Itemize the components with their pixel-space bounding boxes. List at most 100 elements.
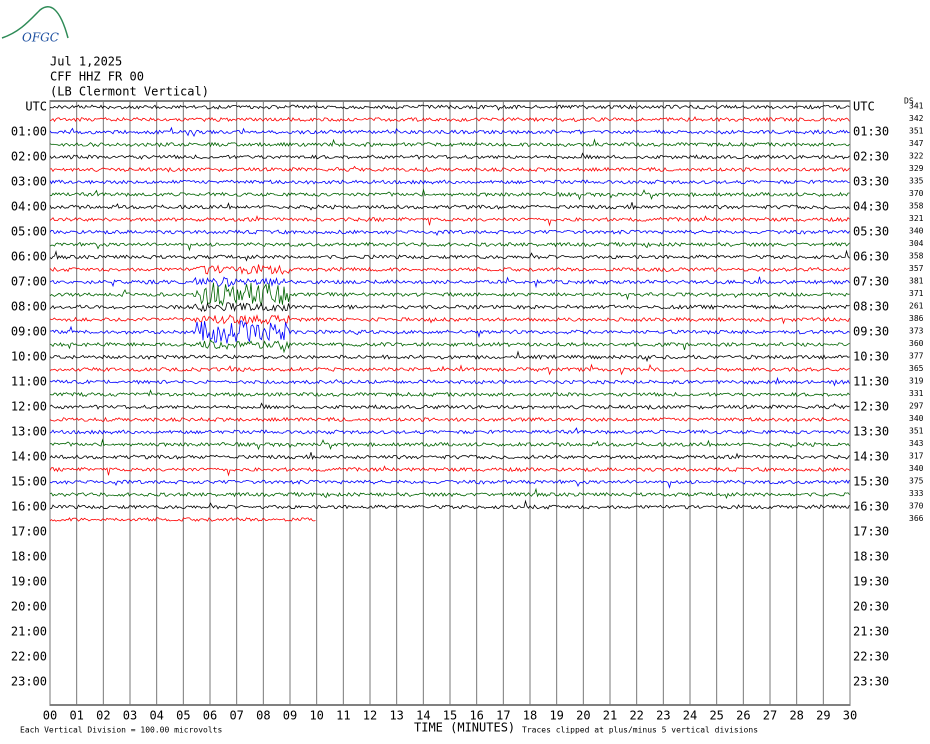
- row-label-right: 19:30: [853, 575, 889, 589]
- trace: [49, 517, 316, 522]
- ds-value: 377: [909, 352, 924, 361]
- row-label-right: 16:30: [853, 500, 889, 514]
- ds-value: 304: [909, 239, 924, 248]
- row-label-right: 08:30: [853, 300, 889, 314]
- row-label-right: 03:30: [853, 175, 889, 189]
- row-label-left: 13:00: [11, 425, 47, 439]
- ds-value: 351: [909, 127, 924, 136]
- row-label-right: 23:30: [853, 675, 889, 689]
- trace: [49, 314, 850, 326]
- row-label-left: 15:00: [11, 475, 47, 489]
- x-tick-label: 29: [816, 709, 830, 723]
- x-tick-label: 09: [283, 709, 297, 723]
- trace: [49, 116, 850, 123]
- ds-value: 319: [909, 377, 924, 386]
- trace: [49, 465, 850, 477]
- clip-note: Traces clipped at plus/minus 5 vertical …: [522, 726, 758, 735]
- row-label-left: 17:00: [11, 525, 47, 539]
- trace: [49, 479, 850, 489]
- date: Jul 1,2025: [50, 55, 122, 69]
- trace: [49, 276, 850, 289]
- trace: [49, 427, 850, 435]
- x-tick-label: 13: [389, 709, 403, 723]
- ds-value: 343: [909, 439, 924, 448]
- trace: [49, 126, 850, 138]
- row-label-right: 18:30: [853, 550, 889, 564]
- row-label-right: 13:30: [853, 425, 889, 439]
- ds-value: 358: [909, 202, 924, 211]
- x-tick-label: 06: [203, 709, 217, 723]
- trace: [49, 438, 850, 451]
- x-tick-label: 15: [443, 709, 457, 723]
- trace: [49, 320, 850, 344]
- row-label-left: 18:00: [11, 550, 47, 564]
- trace: [49, 301, 850, 313]
- logo: OFGC: [22, 31, 59, 45]
- trace: [49, 350, 850, 363]
- ds-value: 341: [909, 102, 924, 111]
- x-tick-label: 08: [256, 709, 270, 723]
- axis-title: TIME (MINUTES): [414, 721, 515, 735]
- x-tick-label: 28: [789, 709, 803, 723]
- x-tick-label: 03: [123, 709, 137, 723]
- row-label-left: 01:00: [11, 125, 47, 139]
- row-label-right: 10:30: [853, 350, 889, 364]
- location: (LB Clermont Vertical): [50, 85, 209, 99]
- ds-value: 340: [909, 227, 924, 236]
- x-tick-label: 21: [603, 709, 617, 723]
- x-tick-label: 10: [309, 709, 323, 723]
- trace: [49, 165, 850, 173]
- row-label-left: 20:00: [11, 600, 47, 614]
- row-label-right: UTC: [853, 100, 875, 114]
- row-label-right: 04:30: [853, 200, 889, 214]
- ds-value: 370: [909, 189, 924, 198]
- trace: [49, 152, 850, 160]
- ds-value: 340: [909, 464, 924, 473]
- row-label-right: 17:30: [853, 525, 889, 539]
- row-label-left: 02:00: [11, 150, 47, 164]
- ds-value: 381: [909, 277, 924, 286]
- trace: [49, 452, 850, 460]
- trace: [49, 264, 850, 275]
- row-label-left: 07:00: [11, 275, 47, 289]
- row-label-right: 15:30: [853, 475, 889, 489]
- trace: [49, 282, 850, 307]
- row-label-left: 16:00: [11, 500, 47, 514]
- row-label-right: 09:30: [853, 325, 889, 339]
- x-tick-label: 24: [683, 709, 697, 723]
- trace: [49, 104, 850, 111]
- division-note: Each Vertical Division = 100.00 microvol…: [20, 726, 222, 735]
- row-label-right: 07:30: [853, 275, 889, 289]
- trace: [49, 188, 850, 201]
- x-tick-label: 07: [229, 709, 243, 723]
- ds-value: 386: [909, 314, 924, 323]
- x-tick-label: 16: [469, 709, 483, 723]
- row-label-right: 20:30: [853, 600, 889, 614]
- ds-value: 360: [909, 339, 924, 348]
- trace: [49, 416, 850, 423]
- row-label-left: 11:00: [11, 375, 47, 389]
- row-label-left: 14:00: [11, 450, 47, 464]
- ds-value: 373: [909, 327, 924, 336]
- ds-value: 331: [909, 389, 924, 398]
- ds-value: 375: [909, 477, 924, 486]
- x-tick-label: 19: [549, 709, 563, 723]
- trace: [49, 179, 850, 185]
- trace: [49, 487, 850, 500]
- x-tick-label: 23: [656, 709, 670, 723]
- row-label-right: 21:30: [853, 625, 889, 639]
- row-label-right: 14:30: [853, 450, 889, 464]
- row-label-left: 22:00: [11, 650, 47, 664]
- row-label-left: 12:00: [11, 400, 47, 414]
- ds-value: 333: [909, 489, 924, 498]
- ds-value: 357: [909, 264, 924, 273]
- ds-value: 340: [909, 414, 924, 423]
- x-tick-label: 27: [763, 709, 777, 723]
- row-label-left: 05:00: [11, 225, 47, 239]
- logo-curve: [1, 6, 69, 39]
- row-label-right: 02:30: [853, 150, 889, 164]
- trace: [49, 138, 850, 148]
- x-tick-label: 20: [576, 709, 590, 723]
- x-tick-label: 01: [69, 709, 83, 723]
